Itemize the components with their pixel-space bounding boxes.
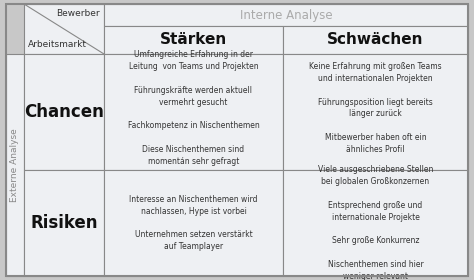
Bar <box>283 170 468 276</box>
Text: Bewerber: Bewerber <box>56 9 100 18</box>
Text: Keine Erfahrung mit großen Teams
und internationalen Projekten

Führungsposition: Keine Erfahrung mit großen Teams und int… <box>309 62 442 154</box>
Text: Stärken: Stärken <box>160 32 227 48</box>
Bar <box>24 4 104 54</box>
Text: Schwächen: Schwächen <box>327 32 424 48</box>
Bar <box>283 26 468 54</box>
Bar <box>24 170 104 276</box>
Bar <box>104 170 283 276</box>
Text: Risiken: Risiken <box>30 214 98 232</box>
Bar <box>104 26 283 54</box>
Text: Interesse an Nischenthemen wird
nachlassen, Hype ist vorbei

Unternehmen setzen : Interesse an Nischenthemen wird nachlass… <box>129 195 258 251</box>
Text: Chancen: Chancen <box>24 103 104 121</box>
Bar <box>6 54 24 276</box>
Text: Arbeitsmarkt: Arbeitsmarkt <box>28 40 87 49</box>
Bar <box>104 4 468 26</box>
Bar <box>24 54 104 170</box>
Text: Umfangreiche Erfahrung in der
Leitung  von Teams und Projekten

Führungskräfte w: Umfangreiche Erfahrung in der Leitung vo… <box>128 50 259 165</box>
Text: Viele ausgeschriebene Stellen
bei globalen Großkonzernen

Entsprechend große und: Viele ausgeschriebene Stellen bei global… <box>318 165 433 280</box>
Text: Externe Analyse: Externe Analyse <box>10 128 19 202</box>
Bar <box>283 54 468 170</box>
Text: Interne Analyse: Interne Analyse <box>240 8 332 22</box>
Bar <box>104 54 283 170</box>
